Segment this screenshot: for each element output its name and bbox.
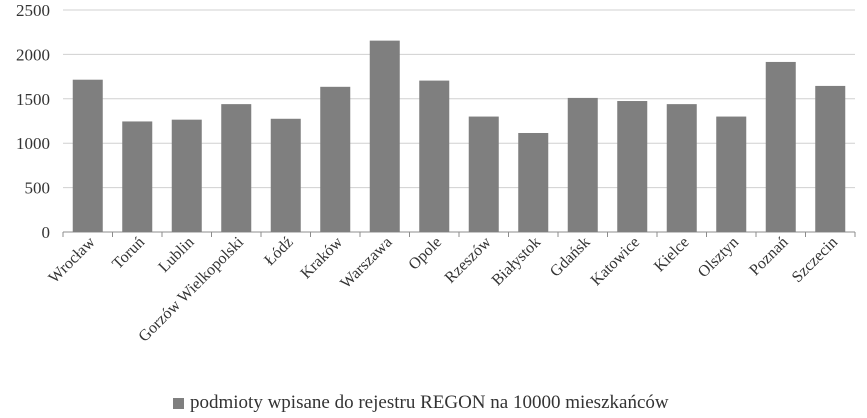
x-tick-label: Kraków	[298, 233, 347, 282]
legend: podmioty wpisane do rejestru REGON na 10…	[173, 391, 669, 415]
y-tick-label: 1500	[16, 90, 50, 109]
bars	[72, 40, 846, 233]
x-tick-label: Rzeszów	[442, 233, 495, 286]
x-tick-label: Lublin	[155, 234, 197, 276]
x-tick-label: Opole	[405, 234, 445, 274]
y-tick-label: 500	[25, 179, 51, 198]
bar	[617, 101, 648, 233]
bar	[122, 121, 153, 232]
x-tick-label: Poznań	[746, 234, 791, 279]
legend-swatch	[173, 397, 184, 409]
x-tick-label: Kielce	[651, 234, 693, 276]
bar	[369, 40, 400, 232]
x-tick-label: Białystok	[489, 234, 544, 289]
bar	[468, 116, 499, 232]
y-tick-label: 2000	[16, 45, 50, 64]
x-tick-label: Toruń	[109, 234, 148, 273]
x-tick-label: Szczecin	[789, 234, 841, 286]
x-tick-label: Olsztyn	[695, 234, 742, 281]
bar	[518, 132, 549, 232]
x-tick-label: Warszawa	[337, 234, 395, 292]
x-tick-label: Gdańsk	[547, 234, 594, 281]
bar	[716, 116, 747, 232]
legend-label: podmioty wpisane do rejestru REGON na 10…	[190, 392, 669, 413]
x-tick-label: Łódź	[261, 234, 296, 269]
bar	[221, 104, 252, 232]
bar	[815, 85, 846, 232]
bar	[567, 97, 598, 232]
y-tick-label: 0	[42, 223, 51, 242]
x-tick-label: Katowice	[588, 234, 643, 289]
bar	[320, 86, 351, 232]
bar	[419, 80, 450, 232]
y-axis-tick-labels: 0 500 1000 1500 2000 2500	[16, 1, 50, 242]
y-tick-label: 2500	[16, 1, 50, 20]
y-tick-label: 1000	[16, 134, 50, 153]
x-tick-label: Wrocław	[46, 233, 99, 286]
bar	[666, 104, 697, 232]
bar	[72, 79, 103, 232]
bar	[765, 61, 796, 233]
bar	[270, 118, 301, 232]
bar	[171, 119, 202, 232]
